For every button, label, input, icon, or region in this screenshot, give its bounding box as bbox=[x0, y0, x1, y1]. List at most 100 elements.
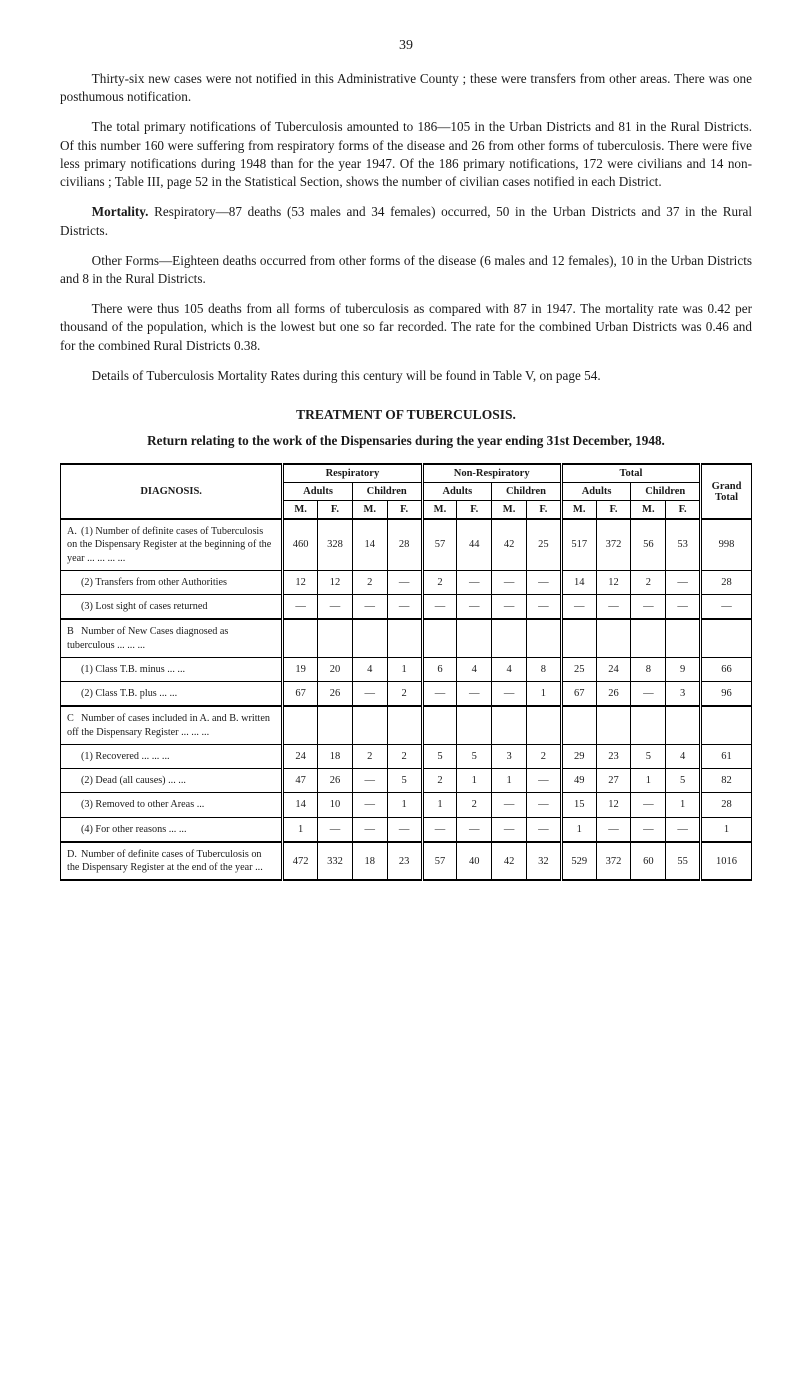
table-row: (1) Class T.B. minus ... ...192041644825… bbox=[61, 657, 752, 681]
data-cell: 2 bbox=[352, 744, 387, 768]
tuberculosis-table: DIAGNOSIS. Respiratory Non-Respiratory T… bbox=[60, 463, 752, 881]
data-cell bbox=[526, 619, 561, 657]
data-cell bbox=[701, 619, 752, 657]
data-cell bbox=[352, 706, 387, 744]
table-row: (2) Class T.B. plus ... ...6726—2———1672… bbox=[61, 682, 752, 707]
data-cell: 1 bbox=[457, 769, 492, 793]
data-cell: 1 bbox=[526, 682, 561, 707]
data-cell: — bbox=[701, 595, 752, 620]
header-respiratory: Respiratory bbox=[283, 464, 422, 483]
header-total-children: Children bbox=[631, 483, 701, 501]
header-f: F. bbox=[387, 501, 422, 520]
data-cell: 5 bbox=[631, 744, 666, 768]
data-cell: 1 bbox=[666, 793, 701, 817]
data-cell: 10 bbox=[318, 793, 353, 817]
data-cell: 49 bbox=[561, 769, 596, 793]
data-cell bbox=[596, 619, 631, 657]
data-cell: 1016 bbox=[701, 842, 752, 881]
data-cell: 2 bbox=[422, 570, 457, 594]
data-cell: 8 bbox=[631, 657, 666, 681]
data-cell: 24 bbox=[283, 744, 318, 768]
data-cell: 1 bbox=[492, 769, 527, 793]
section-title: TREATMENT OF TUBERCULOSIS. bbox=[60, 407, 752, 423]
data-cell: 372 bbox=[596, 519, 631, 570]
data-cell: 2 bbox=[631, 570, 666, 594]
data-cell: 12 bbox=[596, 793, 631, 817]
header-nonresp-adults: Adults bbox=[422, 483, 492, 501]
data-cell: 529 bbox=[561, 842, 596, 881]
data-cell: 12 bbox=[318, 570, 353, 594]
header-resp-children: Children bbox=[352, 483, 422, 501]
data-cell: 57 bbox=[422, 519, 457, 570]
row-label: Number of cases included in A. and B. wr… bbox=[67, 713, 270, 737]
data-cell bbox=[631, 619, 666, 657]
data-cell: 1 bbox=[561, 817, 596, 842]
diagnosis-cell: A.(1) Number of definite cases of Tuberc… bbox=[61, 519, 283, 570]
page-number: 39 bbox=[60, 38, 752, 54]
data-cell: 23 bbox=[387, 842, 422, 881]
data-cell bbox=[492, 619, 527, 657]
data-cell: — bbox=[631, 682, 666, 707]
table-row: D.Number of definite cases of Tuberculos… bbox=[61, 842, 752, 881]
diagnosis-cell: (3) Lost sight of cases returned bbox=[61, 595, 283, 620]
row-label: (2) Transfers from other Authorities bbox=[81, 577, 227, 588]
data-cell bbox=[283, 706, 318, 744]
data-cell: — bbox=[457, 595, 492, 620]
data-cell: 67 bbox=[283, 682, 318, 707]
data-cell: — bbox=[526, 769, 561, 793]
data-cell: 24 bbox=[596, 657, 631, 681]
data-cell: 332 bbox=[318, 842, 353, 881]
data-cell bbox=[631, 706, 666, 744]
data-cell: 28 bbox=[701, 793, 752, 817]
data-cell: 42 bbox=[492, 842, 527, 881]
data-cell: — bbox=[526, 595, 561, 620]
data-cell: 26 bbox=[318, 682, 353, 707]
data-cell: 5 bbox=[457, 744, 492, 768]
table-body: A.(1) Number of definite cases of Tuberc… bbox=[61, 519, 752, 880]
row-label: (2) Class T.B. plus ... ... bbox=[81, 688, 177, 699]
data-cell: 12 bbox=[283, 570, 318, 594]
table-row: (2) Transfers from other Authorities 1212… bbox=[61, 570, 752, 594]
data-cell bbox=[492, 706, 527, 744]
paragraph-4: Other Forms—Eighteen deaths occurred fro… bbox=[60, 252, 752, 288]
header-f: F. bbox=[457, 501, 492, 520]
data-cell: 19 bbox=[283, 657, 318, 681]
data-cell: — bbox=[457, 570, 492, 594]
data-cell: — bbox=[492, 570, 527, 594]
data-cell bbox=[283, 619, 318, 657]
data-cell bbox=[422, 619, 457, 657]
data-cell: — bbox=[631, 817, 666, 842]
data-cell: 4 bbox=[492, 657, 527, 681]
diagnosis-cell: (2) Dead (all causes) ... ... bbox=[61, 769, 283, 793]
data-cell: 4 bbox=[352, 657, 387, 681]
data-cell bbox=[701, 706, 752, 744]
diagnosis-cell: (1) Recovered ... ... ... bbox=[61, 744, 283, 768]
data-cell: 2 bbox=[387, 744, 422, 768]
row-letter: D. bbox=[67, 848, 81, 861]
data-cell: 53 bbox=[666, 519, 701, 570]
diagnosis-cell: (3) Removed to other Areas ... bbox=[61, 793, 283, 817]
data-cell: 6 bbox=[422, 657, 457, 681]
data-cell: — bbox=[457, 682, 492, 707]
data-cell: — bbox=[352, 793, 387, 817]
data-cell: — bbox=[422, 682, 457, 707]
data-cell: — bbox=[596, 817, 631, 842]
data-cell: — bbox=[492, 817, 527, 842]
data-cell bbox=[526, 706, 561, 744]
row-letter: B bbox=[67, 625, 81, 638]
row-label: (3) Lost sight of cases returned bbox=[81, 601, 207, 612]
table-row: (3) Lost sight of cases returned————————… bbox=[61, 595, 752, 620]
table-row: (3) Removed to other Areas ...1410—112——… bbox=[61, 793, 752, 817]
data-cell bbox=[457, 619, 492, 657]
data-cell: 2 bbox=[422, 769, 457, 793]
data-cell: 25 bbox=[526, 519, 561, 570]
data-cell: 28 bbox=[701, 570, 752, 594]
header-total: Total bbox=[561, 464, 700, 483]
header-f: F. bbox=[666, 501, 701, 520]
data-cell: 18 bbox=[352, 842, 387, 881]
data-cell: 60 bbox=[631, 842, 666, 881]
row-label: (4) For other reasons ... ... bbox=[81, 824, 187, 835]
data-cell: 47 bbox=[283, 769, 318, 793]
row-letter: C bbox=[67, 712, 81, 725]
data-cell: 61 bbox=[701, 744, 752, 768]
